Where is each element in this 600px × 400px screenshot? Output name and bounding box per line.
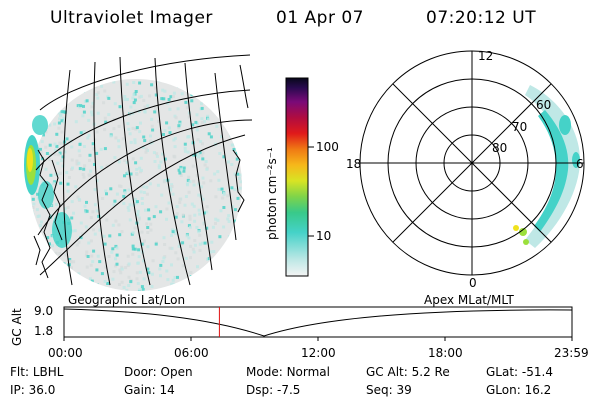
strip-xtick-0000: 00:00: [48, 346, 83, 360]
status-dsp: Dsp: -7.5: [246, 383, 301, 397]
app-title: Ultraviolet Imager: [50, 8, 213, 28]
status-gain: Gain: 14: [124, 383, 175, 397]
status-flt: Flt: LBHL: [10, 365, 64, 379]
status-seq: Seq: 39: [366, 383, 412, 397]
strip-xtick-1800: 18:00: [428, 346, 463, 360]
colorbar: [285, 77, 314, 277]
strip-right-title: Apex MLat/MLT: [424, 293, 514, 307]
polar-plot: [359, 50, 585, 276]
status-door: Door: Open: [124, 365, 193, 379]
strip-left-title: Geographic Lat/Lon: [68, 293, 186, 307]
geographic-grid: [35, 54, 253, 286]
header-time: 07:20:12 UT: [426, 8, 537, 28]
altitude-strip: [63, 306, 573, 341]
status-gc-alt: GC Alt: 5.2 Re: [366, 365, 450, 379]
geographic-disk: [24, 54, 253, 291]
polar-mlt-12: 12: [478, 49, 494, 63]
status-mode: Mode: Normal: [246, 365, 330, 379]
coastline: [33, 149, 245, 279]
strip-ytick-1-8: 1.8: [34, 324, 54, 338]
colorbar-unit-label: photon cm⁻²s⁻¹: [265, 147, 279, 240]
polar-aurora: [513, 85, 580, 248]
polar-lat-80: 80: [492, 141, 508, 155]
limb-aurora: [24, 115, 72, 248]
status-ip: IP: 36.0: [10, 383, 56, 397]
strip-axis-label: GC Alt: [10, 308, 24, 346]
strip-xtick-0600: 06:00: [174, 346, 209, 360]
polar-lat-70: 70: [512, 120, 528, 134]
header-date: 01 Apr 07: [276, 8, 364, 28]
polar-mlt-0: 0: [469, 276, 477, 290]
colorbar-tick-100: 100: [316, 140, 339, 154]
polar-lat-60: 60: [536, 98, 552, 112]
status-glon: GLon: 16.2: [486, 383, 552, 397]
polar-mlt-6: 6: [576, 157, 584, 171]
strip-ytick-9: 9.0: [34, 304, 54, 318]
strip-xtick-1200: 12:00: [301, 346, 336, 360]
polar-mlt-18: 18: [346, 157, 362, 171]
colorbar-tick-10: 10: [316, 229, 332, 243]
status-glat: GLat: -51.4: [486, 365, 553, 379]
strip-xtick-2359: 23:59: [554, 346, 589, 360]
